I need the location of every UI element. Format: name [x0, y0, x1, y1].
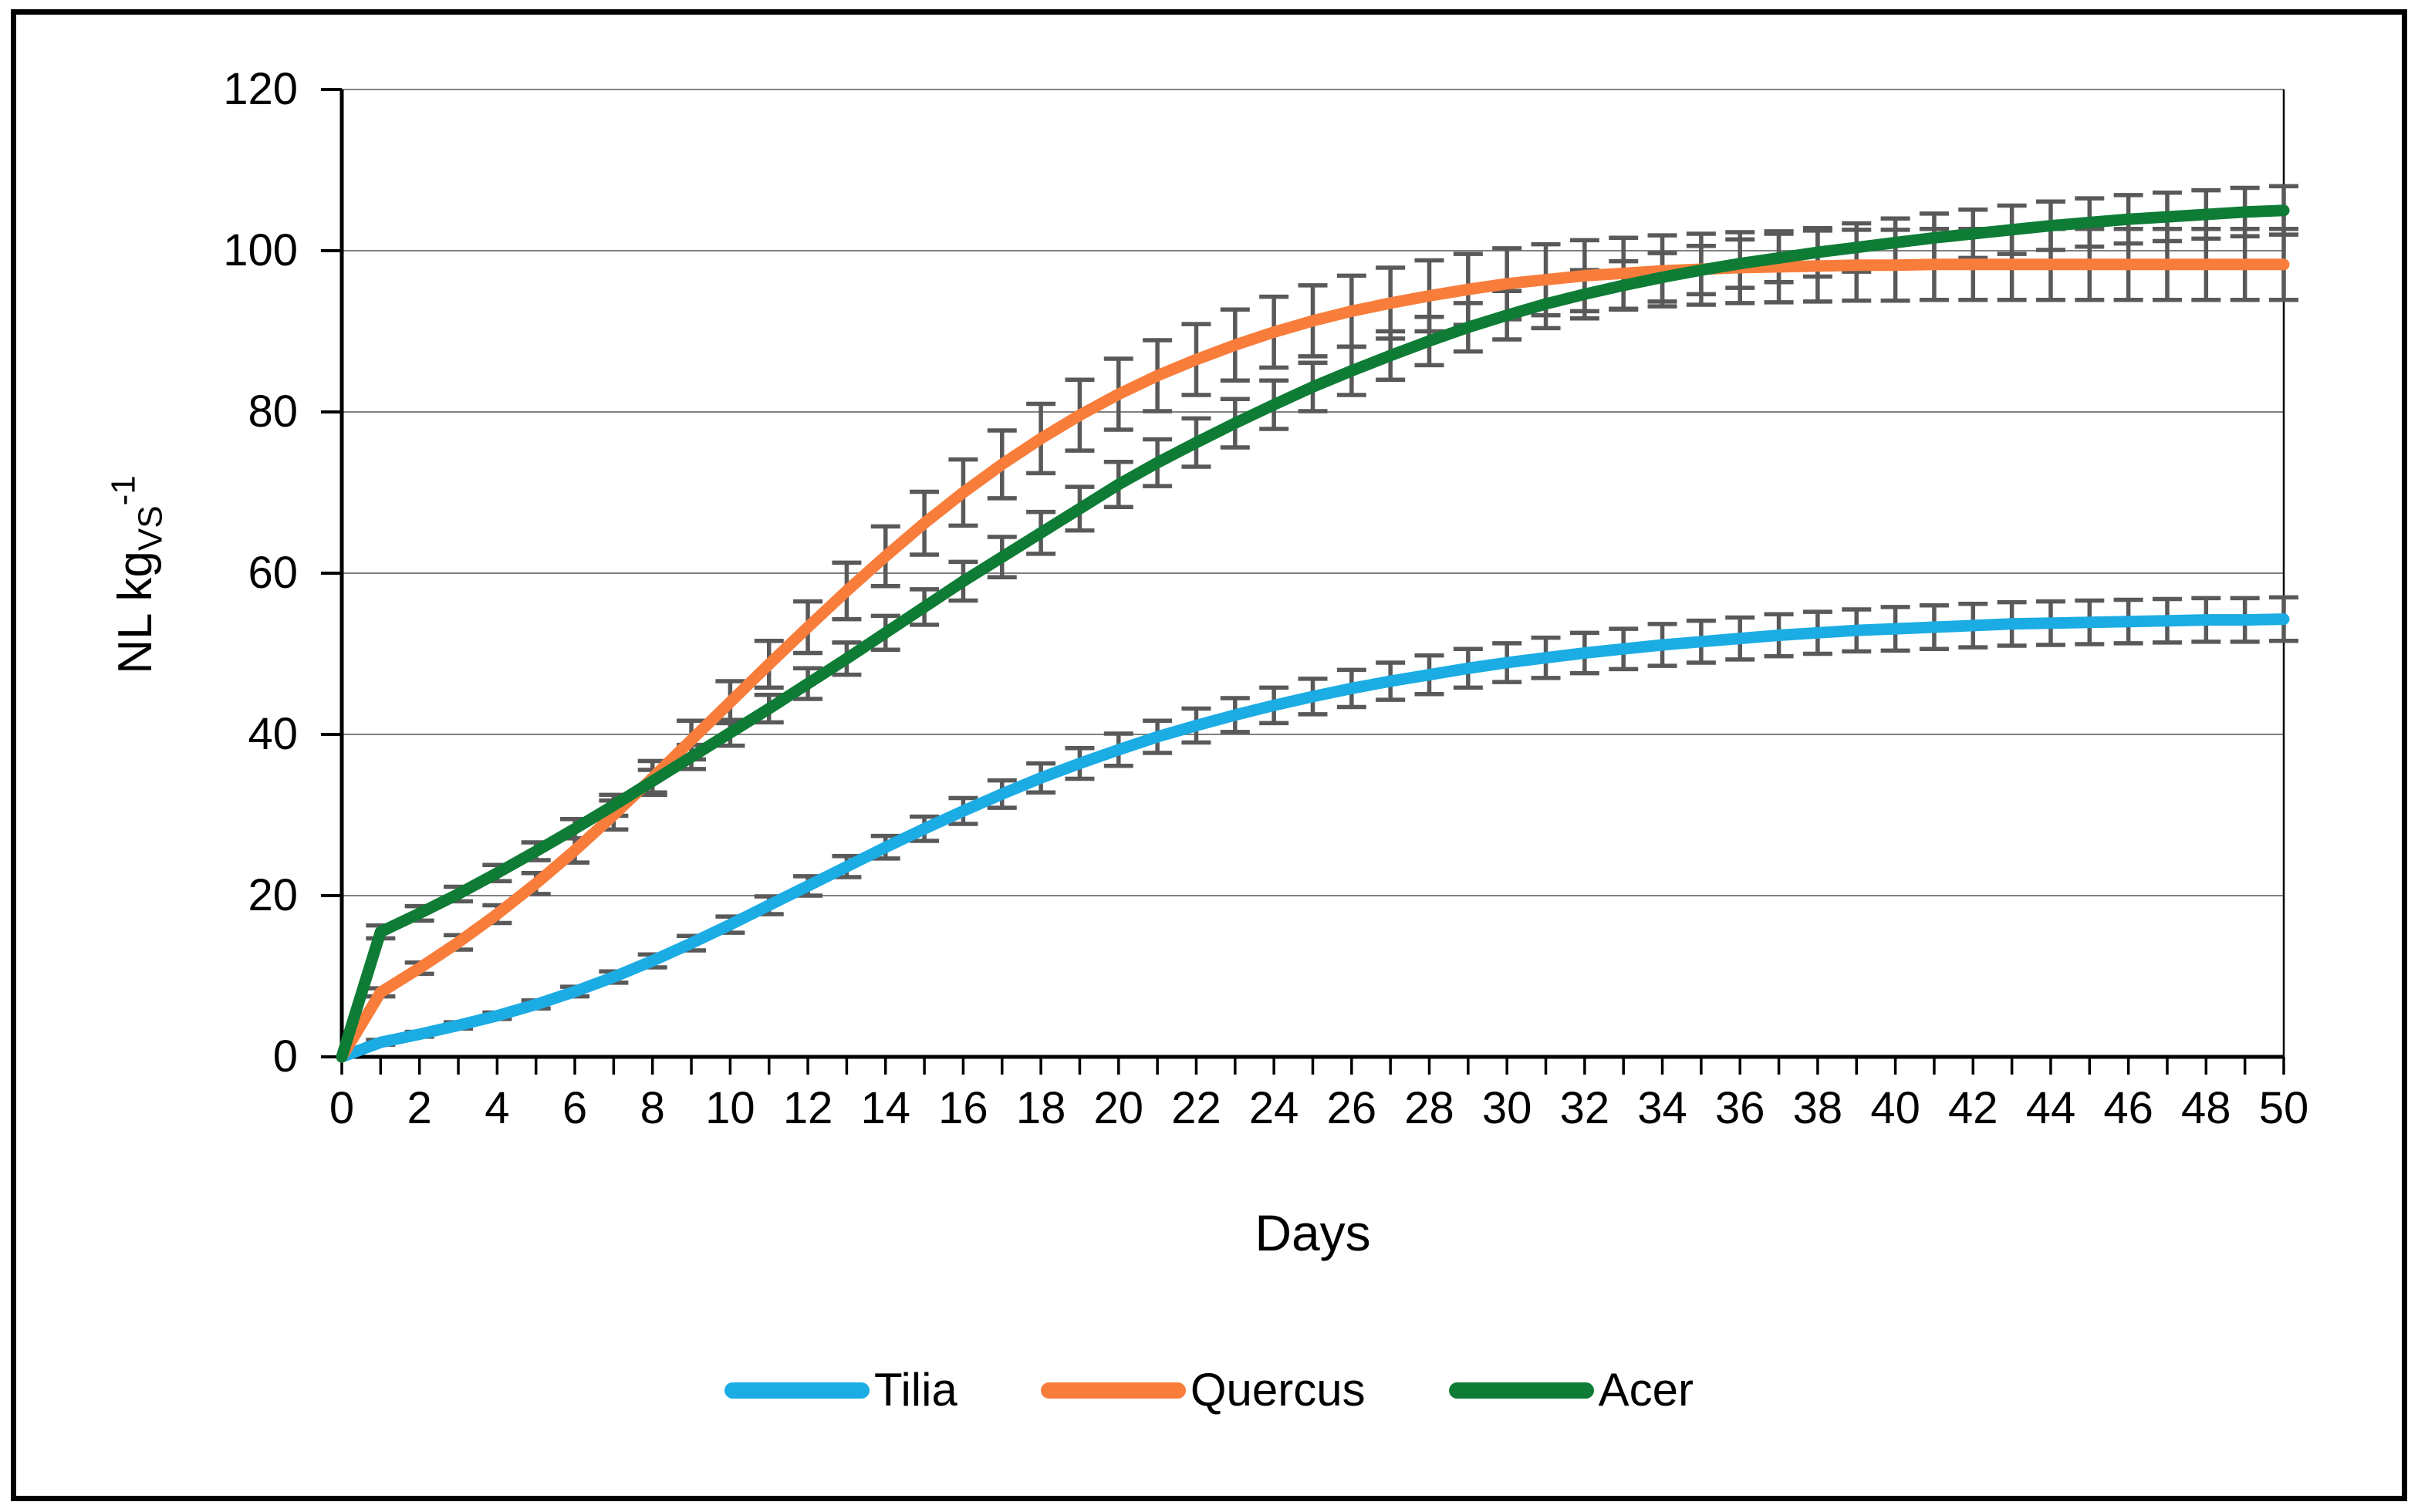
- x-tick-label-30: 30: [1481, 1083, 1532, 1133]
- x-tick-label-46: 46: [2103, 1083, 2153, 1133]
- x-tick-label-32: 32: [1559, 1083, 1610, 1133]
- series-line-quercus: [336, 258, 2290, 1063]
- y-tick-label-120: 120: [223, 64, 298, 114]
- series-line-acer: [336, 204, 2290, 1063]
- x-tick-label-16: 16: [938, 1083, 988, 1133]
- legend-label-acer: Acer: [1598, 1364, 1694, 1416]
- x-axis-title: Days: [1255, 1204, 1371, 1261]
- x-tick-label-48: 48: [2181, 1083, 2231, 1133]
- x-tick-label-18: 18: [1015, 1083, 1066, 1133]
- x-tick-label-26: 26: [1326, 1083, 1377, 1133]
- legend-label-tilia: Tilia: [874, 1364, 957, 1416]
- x-tick-label-42: 42: [1948, 1083, 1998, 1133]
- error-bars-quercus: [366, 227, 2298, 999]
- legend-item-acer: Acer: [1448, 1364, 1694, 1416]
- legend: Tilia Quercus Acer: [724, 1367, 1694, 1413]
- x-tick-label-12: 12: [782, 1083, 833, 1133]
- legend-item-quercus: Quercus: [1040, 1364, 1366, 1416]
- quercus-line-swatch-icon: [1040, 1382, 1186, 1399]
- y-axis-title-subscript: VS: [131, 505, 170, 552]
- x-tick-label-0: 0: [329, 1083, 355, 1133]
- y-axis-title: NL kgVS-1: [104, 475, 170, 674]
- x-tick-label-10: 10: [705, 1083, 755, 1133]
- y-tick-label-60: 60: [248, 548, 298, 598]
- x-tick-label-24: 24: [1248, 1083, 1299, 1133]
- x-tick-label-34: 34: [1637, 1083, 1687, 1133]
- y-tick-label-80: 80: [248, 386, 298, 437]
- x-tick-label-14: 14: [860, 1083, 910, 1133]
- acer-line-swatch-icon: [1448, 1382, 1594, 1399]
- x-tick-label-50: 50: [2258, 1083, 2309, 1133]
- y-tick-label-0: 0: [272, 1031, 298, 1082]
- x-tick-label-38: 38: [1792, 1083, 1843, 1133]
- x-tick-label-36: 36: [1714, 1083, 1765, 1133]
- series-line-tilia: [336, 613, 2290, 1063]
- error-bars-tilia: [366, 595, 2298, 1048]
- x-tick-label-6: 6: [562, 1083, 588, 1133]
- y-axis-title-main: NL kg: [109, 551, 163, 674]
- x-tick-label-44: 44: [2025, 1083, 2076, 1133]
- x-tick-label-28: 28: [1404, 1083, 1454, 1133]
- tilia-line-swatch-icon: [724, 1382, 870, 1399]
- x-tick-label-40: 40: [1870, 1083, 1920, 1133]
- y-tick-label-40: 40: [248, 709, 298, 759]
- x-tick-label-2: 2: [407, 1083, 432, 1133]
- x-tick-label-4: 4: [485, 1083, 510, 1133]
- legend-item-tilia: Tilia: [724, 1367, 957, 1413]
- y-axis-title-superscript: -1: [104, 475, 143, 506]
- x-tick-label-22: 22: [1171, 1083, 1221, 1133]
- x-tick-label-8: 8: [640, 1083, 665, 1133]
- y-tick-label-20: 20: [248, 870, 298, 920]
- legend-label-quercus: Quercus: [1190, 1364, 1366, 1416]
- x-tick-label-20: 20: [1093, 1083, 1144, 1133]
- y-tick-label-100: 100: [223, 225, 298, 275]
